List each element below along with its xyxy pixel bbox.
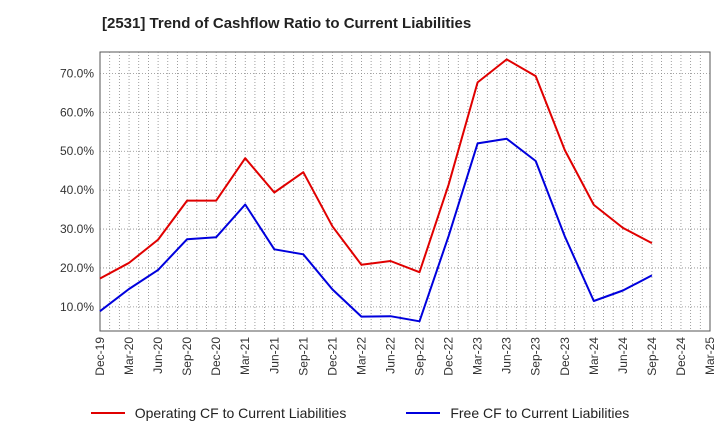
x-tick-label: Sep-24	[645, 337, 659, 376]
x-tick-label: Jun-20	[151, 337, 165, 374]
x-tick-label: Mar-22	[354, 337, 368, 375]
x-tick-label: Mar-25	[703, 337, 717, 375]
series-line-free-cf	[99, 137, 653, 323]
legend-label-free-cf: Free CF to Current Liabilities	[450, 405, 630, 421]
x-tick-label: Sep-23	[529, 337, 543, 376]
legend-label-operating-cf: Operating CF to Current Liabilities	[134, 405, 347, 421]
x-tick-label: Dec-24	[674, 337, 688, 376]
x-tick-label: Jun-22	[383, 337, 397, 374]
y-tick-label: 60.0%	[60, 105, 94, 119]
x-tick-label: Mar-20	[122, 337, 136, 375]
x-tick-label: Jun-21	[267, 337, 281, 374]
legend-swatch-free-cf	[406, 412, 441, 414]
x-tick-label: Mar-23	[471, 337, 485, 375]
series-line-operating-cf	[99, 58, 653, 280]
legend-item-free-cf: Free CF to Current Liabilities	[406, 405, 629, 421]
y-tick-label: 20.0%	[60, 261, 94, 275]
x-tick-label: Sep-20	[180, 337, 194, 376]
y-tick-label: 50.0%	[60, 144, 94, 158]
y-tick-label: 10.0%	[60, 300, 94, 314]
x-tick-label: Dec-22	[442, 337, 456, 376]
x-tick-label: Mar-24	[587, 337, 601, 375]
plot-area	[99, 51, 711, 332]
x-tick-label: Dec-21	[325, 337, 339, 376]
legend-swatch-operating-cf	[90, 412, 125, 414]
y-tick-label: 70.0%	[60, 66, 94, 80]
legend: Operating CF to Current Liabilities Free…	[0, 405, 720, 421]
x-tick-label: Jun-23	[500, 337, 514, 374]
x-tick-label: Sep-21	[296, 337, 310, 376]
x-tick-label: Sep-22	[413, 337, 427, 376]
y-tick-label: 40.0%	[60, 183, 94, 197]
x-tick-label: Dec-23	[558, 337, 572, 376]
chart-title: [2531] Trend of Cashflow Ratio to Curren…	[102, 15, 472, 32]
y-tick-label: 30.0%	[60, 222, 94, 236]
x-tick-label: Dec-19	[93, 337, 107, 376]
x-tick-label: Dec-20	[209, 337, 223, 376]
x-tick-label: Mar-21	[238, 337, 252, 375]
legend-item-operating-cf: Operating CF to Current Liabilities	[90, 405, 347, 421]
x-tick-label: Jun-24	[616, 337, 630, 374]
